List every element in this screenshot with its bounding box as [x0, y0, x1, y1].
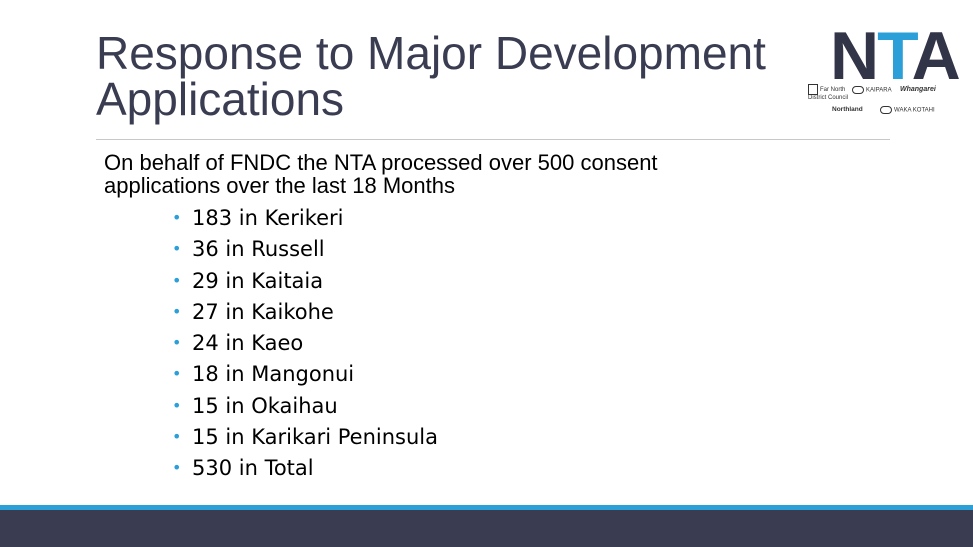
partner-fndc-logo: Far North District Council [808, 84, 848, 102]
slide-title-line-2: Applications [96, 73, 345, 125]
partner-northland-logo: Northland [832, 106, 863, 113]
waka-kotahi-emblem-icon [880, 106, 892, 114]
partner-logos: Far North District Council KAIPARA Whang… [806, 80, 954, 122]
logo-letter-a: A [911, 18, 961, 94]
list-item: • 15 in Okaihau [172, 393, 338, 418]
list-item: • 29 in Kaitaia [172, 268, 324, 293]
list-item: • 530 in Total [172, 456, 314, 481]
logo-letter-t: T [877, 18, 913, 94]
intro-line-1: On behalf of FNDC the NTA processed over… [104, 150, 658, 175]
bullet-icon: • [172, 239, 182, 259]
fndc-emblem-icon [808, 84, 818, 95]
slide-title: Response to Major Development Applicatio… [96, 30, 796, 122]
consent-counts-list: • 183 in Kerikeri • 36 in Russell • 29 in K… [172, 204, 438, 486]
intro-line-2: applications over the last 18 Months [104, 173, 455, 198]
kaipara-emblem-icon [852, 86, 864, 94]
partner-whangarei-logo: Whangarei [900, 86, 936, 93]
list-item: • 18 in Mangonui [172, 362, 355, 387]
nta-logo: NTA Far North District Council KAIPARA W… [806, 22, 961, 124]
bullet-icon: • [172, 427, 182, 447]
list-item: • 24 in Kaeo [172, 331, 304, 356]
bullet-icon: • [172, 458, 182, 478]
footer-accent-line [0, 505, 973, 510]
partner-waka-kotahi-logo: WAKA KOTAHI [880, 106, 935, 115]
list-item: • 36 in Russell [172, 237, 325, 262]
bullet-icon: • [172, 208, 182, 227]
nta-logo-wordmark: NTA [830, 22, 961, 90]
intro-paragraph: On behalf of FNDC the NTA processed over… [104, 151, 864, 197]
bullet-icon: • [172, 270, 182, 290]
list-item: • 15 in Karikari Peninsula [172, 425, 439, 450]
slide-title-line-1: Response to Major Development [96, 27, 766, 79]
title-divider [96, 139, 890, 140]
list-item: • 27 in Kaikohe [172, 299, 334, 324]
footer-bar [0, 510, 973, 547]
bullet-icon: • [172, 395, 182, 415]
bullet-icon: • [172, 301, 182, 321]
bullet-icon: • [172, 333, 182, 353]
bullet-icon: • [172, 364, 182, 384]
partner-kaipara-logo: KAIPARA [852, 86, 892, 95]
list-item: • 183 in Kerikeri [172, 206, 344, 230]
logo-letter-n: N [830, 18, 879, 94]
